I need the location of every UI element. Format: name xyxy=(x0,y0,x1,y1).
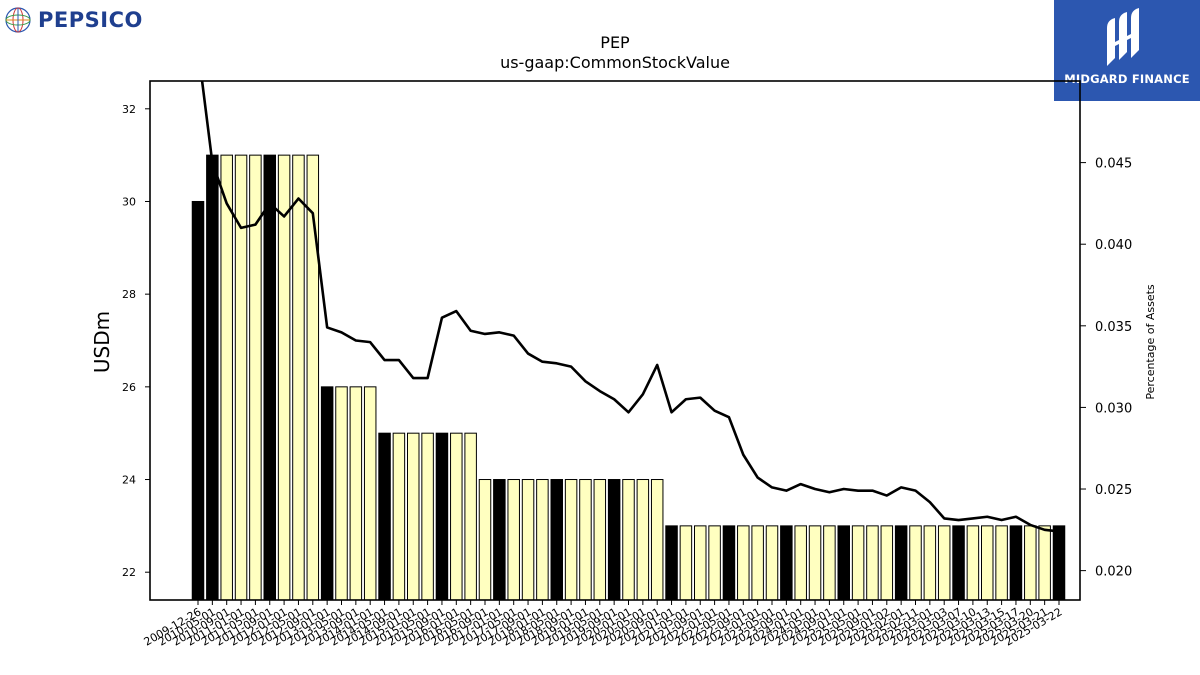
bar-2011-06-11 xyxy=(277,154,291,601)
chart-subtitle: us-gaap:CommonStockValue xyxy=(500,53,730,72)
y2-tick-label: 0.040 xyxy=(1095,238,1132,253)
bar-2023-03-25 xyxy=(952,525,965,601)
bar-2017-09-09 xyxy=(636,479,650,601)
bar-2012-09-08 xyxy=(349,386,363,601)
bar-2016-03-19 xyxy=(550,479,563,601)
bar-2011-03-19 xyxy=(263,154,276,601)
bar-2010-03-20 xyxy=(206,154,219,601)
bar-2019-09-07 xyxy=(751,525,764,601)
bar-2014-06-14 xyxy=(450,432,463,601)
pepsico-globe-icon xyxy=(5,7,31,33)
bar-2022-09-03 xyxy=(923,525,937,601)
y-tick-label: 24 xyxy=(122,474,136,487)
bar-2018-09-08 xyxy=(694,525,707,601)
bar-2022-03-19 xyxy=(894,525,908,601)
bar-2019-06-15 xyxy=(737,525,750,601)
y2-axis-label: Percentage of Assets xyxy=(1144,284,1157,400)
bar-2024-03-23 xyxy=(1009,525,1023,601)
plot-frame xyxy=(149,80,1081,601)
bar-2014-09-06 xyxy=(464,432,477,601)
y-axis-label: USDm xyxy=(90,311,114,373)
bar-2016-09-03 xyxy=(579,479,592,601)
bar-2016-06-11 xyxy=(564,479,578,601)
pepsico-wordmark: PEPSICO xyxy=(38,8,143,32)
bar-2013-06-15 xyxy=(392,432,406,601)
bar-2015-06-13 xyxy=(507,479,520,601)
bar-2021-12-25 xyxy=(880,525,894,601)
y-tick-label: 30 xyxy=(122,195,136,208)
bar-2015-12-26 xyxy=(536,479,549,601)
bar-2021-06-12 xyxy=(851,525,865,601)
bar-2022-06-11 xyxy=(909,525,922,601)
midgard-finance-logo: MIDGARD FINANCE xyxy=(1054,0,1200,101)
bar-2024-09-07 xyxy=(1038,525,1051,601)
bar-2012-06-16 xyxy=(335,386,348,601)
bar-2023-09-09 xyxy=(981,525,994,601)
bar-2013-03-23 xyxy=(378,432,391,601)
bar-2023-06-17 xyxy=(966,525,980,601)
bar-2017-12-30 xyxy=(650,479,664,601)
bar-2018-03-24 xyxy=(665,525,678,601)
y2-tick-label: 0.045 xyxy=(1095,157,1132,172)
bar-2017-03-25 xyxy=(607,479,621,601)
y-tick-label: 26 xyxy=(122,381,136,394)
bar-2021-09-04 xyxy=(866,525,879,601)
bar-2015-09-05 xyxy=(521,479,535,601)
bar-2020-06-13 xyxy=(794,525,807,601)
bar-2020-03-21 xyxy=(780,525,793,601)
bar-2024-06-15 xyxy=(1024,525,1037,601)
bar-2009-12-26 xyxy=(191,200,205,601)
bar-2011-09-03 xyxy=(292,154,305,601)
bar-2012-12-29 xyxy=(363,386,377,601)
y-tick-label: 32 xyxy=(122,103,136,116)
bar-2019-03-23 xyxy=(722,525,736,601)
bar-2017-06-17 xyxy=(622,479,635,601)
bar-2013-12-28 xyxy=(421,432,434,601)
bar-2020-09-05 xyxy=(808,525,822,601)
bar-2018-12-29 xyxy=(708,525,721,601)
bar-2010-06-12 xyxy=(220,154,233,601)
y-tick-label: 22 xyxy=(122,566,136,579)
y2-tick-label: 0.030 xyxy=(1095,401,1132,416)
y-tick-label: 28 xyxy=(122,288,136,301)
bar-2010-12-25 xyxy=(249,154,262,601)
bar-2025-03-22 xyxy=(1052,525,1066,601)
bar-2014-12-27 xyxy=(478,479,492,601)
bar-2023-12-30 xyxy=(995,525,1008,601)
bar-2013-09-07 xyxy=(407,432,420,601)
bar-2022-12-31 xyxy=(937,525,951,601)
bar-2015-03-21 xyxy=(493,479,506,601)
y2-tick-label: 0.035 xyxy=(1095,320,1132,335)
chart-title: PEP xyxy=(600,33,630,52)
pepsico-logo: PEPSICO xyxy=(4,6,143,34)
y2-tick-label: 0.025 xyxy=(1095,483,1132,498)
bar-2020-12-26 xyxy=(823,525,836,601)
bar-2016-12-31 xyxy=(593,479,607,601)
bar-2018-06-16 xyxy=(679,525,693,601)
bar-2021-03-20 xyxy=(837,525,850,601)
pct-assets-line xyxy=(200,81,1060,533)
publisher-name: MIDGARD FINANCE xyxy=(1064,72,1190,86)
bar-2019-12-28 xyxy=(765,525,779,601)
bar-2014-03-22 xyxy=(435,432,449,601)
y2-tick-label: 0.020 xyxy=(1095,565,1132,580)
bar-2012-03-24 xyxy=(320,386,334,601)
midgard-emblem-icon xyxy=(1107,8,1139,66)
